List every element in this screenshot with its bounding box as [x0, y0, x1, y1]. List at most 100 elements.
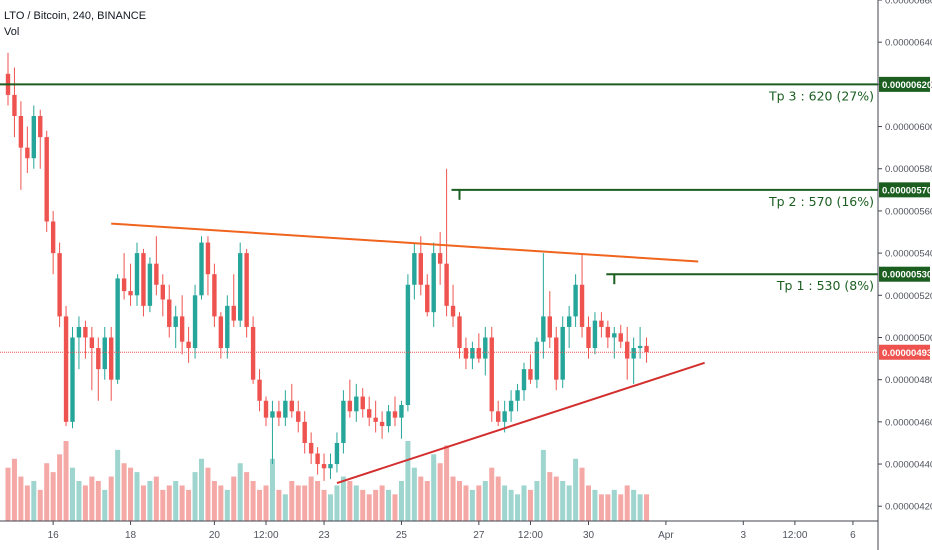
candle-body — [50, 221, 56, 254]
volume-bar — [444, 445, 450, 521]
volume-bar — [637, 494, 643, 521]
target-price-badge-bg — [879, 266, 930, 282]
candle-body — [425, 284, 430, 313]
volume-bar — [353, 485, 359, 521]
candle-body — [296, 411, 301, 422]
candle-body — [528, 369, 533, 380]
volume-bar — [457, 481, 462, 521]
target-price-badge-bg — [879, 76, 930, 92]
volume-bar — [269, 458, 275, 521]
volume-bar — [482, 481, 488, 521]
candle-body — [276, 411, 282, 418]
volume-bar — [95, 481, 101, 521]
candle-body — [573, 284, 578, 317]
candle-body — [321, 464, 327, 469]
volume-bar — [463, 485, 469, 521]
y-tick-label: 0.00000440 — [885, 460, 932, 471]
volume-bar — [386, 489, 392, 521]
volume-bar — [82, 485, 88, 521]
volume-bar — [379, 485, 385, 521]
volume-bar — [366, 494, 372, 521]
volume-bar — [502, 485, 508, 521]
candle-body — [334, 442, 340, 465]
candle-body — [470, 348, 475, 359]
volume-bar — [237, 463, 243, 521]
volume-bar — [250, 481, 256, 521]
volume-bar — [263, 485, 269, 521]
candle-body — [308, 442, 314, 454]
y-tick-label: 0.00000500 — [885, 333, 932, 344]
candle-body — [134, 253, 140, 296]
candle-body — [554, 337, 559, 380]
volume-bar — [321, 489, 327, 521]
candle-body — [109, 337, 114, 380]
volume-bar — [147, 481, 153, 521]
volume-bar — [295, 485, 301, 521]
candle-body — [496, 411, 501, 422]
candle-body — [173, 316, 178, 327]
current-price-badge-bg — [879, 344, 930, 360]
volume-bar — [244, 472, 250, 521]
volume-bar — [315, 481, 321, 521]
candle-body — [205, 242, 211, 275]
volume-bar — [347, 481, 353, 521]
y-tick-label: 0.00000460 — [885, 417, 932, 428]
candle-body — [179, 316, 185, 342]
volume-bar — [450, 476, 456, 521]
volume-bar — [515, 494, 521, 521]
volume-bar — [102, 489, 108, 521]
y-tick-label: 0.00000520 — [885, 291, 932, 302]
candle-body — [521, 369, 527, 391]
volume-bar — [334, 485, 340, 521]
volume-bar — [508, 489, 514, 521]
candle-body — [592, 320, 598, 349]
volume-bar — [579, 467, 585, 521]
volume-bar — [205, 467, 211, 521]
candle-body — [38, 116, 43, 138]
target-label: Tp 1 : 530 (8%) — [776, 278, 874, 293]
x-tick-label: 27 — [473, 530, 485, 541]
volume-bar — [398, 481, 404, 521]
candle-body — [238, 253, 243, 321]
candle-body — [379, 421, 385, 427]
volume-bar — [57, 454, 63, 521]
current-price-badge: 0.00000493 — [882, 348, 932, 359]
candle-body — [250, 326, 256, 380]
volume-bar — [18, 476, 24, 521]
x-tick-label: 16 — [48, 530, 60, 541]
candle-body — [315, 453, 320, 465]
volume-bar — [328, 494, 333, 521]
x-tick-label: 3 — [741, 530, 747, 541]
candle-body — [154, 263, 159, 285]
x-tick-label: 12:00 — [253, 530, 278, 541]
volume-bar — [411, 467, 417, 521]
x-tick-label: 6 — [850, 530, 856, 541]
candle-body — [386, 411, 391, 427]
candle-body — [625, 341, 630, 359]
volume-bar — [153, 476, 159, 521]
volume-bar — [489, 467, 495, 521]
candle-body — [186, 341, 191, 349]
y-tick-label: 0.00000600 — [885, 122, 932, 133]
volume-bar — [495, 476, 501, 521]
volume-bar — [605, 494, 611, 521]
volume-bar — [540, 449, 546, 521]
volume-bar — [547, 472, 553, 521]
candle-body — [444, 263, 449, 306]
volume-bar — [218, 485, 224, 521]
candle-body — [63, 316, 69, 422]
target-price-badge-bg — [879, 182, 930, 198]
volume-bar — [592, 489, 598, 521]
candle-body — [637, 345, 643, 349]
candle-body — [83, 326, 88, 338]
candle-body — [160, 284, 165, 300]
candle-body — [579, 284, 585, 327]
target-price-badge: 0.00000530 — [882, 270, 932, 281]
y-tick-label: 0.00000420 — [885, 502, 932, 513]
candle-body — [605, 326, 611, 338]
volume-bar — [5, 467, 11, 521]
candle-body — [612, 333, 617, 338]
candle-body — [121, 278, 127, 292]
